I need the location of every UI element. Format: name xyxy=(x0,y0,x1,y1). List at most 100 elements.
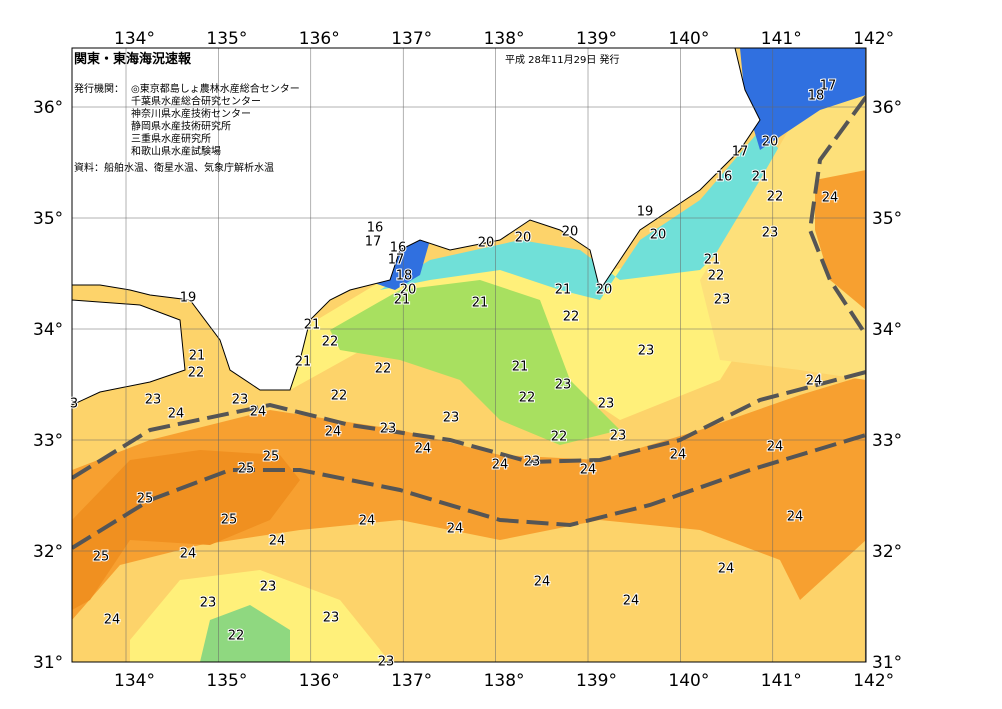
isotherm-label: 23 xyxy=(610,429,627,444)
isotherm-label: 24 xyxy=(534,575,551,590)
isotherm-label: 23 xyxy=(378,655,395,670)
isotherm-label: 24 xyxy=(492,458,509,473)
lat-label: 34° xyxy=(872,320,902,340)
cold-zone xyxy=(380,130,780,300)
current-axis xyxy=(72,95,866,550)
isotherm-label: 21 xyxy=(304,318,321,333)
isotherm-label: 22 xyxy=(767,190,784,205)
lat-label: 33° xyxy=(872,431,902,451)
lon-label: 136° xyxy=(299,29,340,49)
isotherm-label: 19 xyxy=(637,205,654,220)
isotherm-label: 19 xyxy=(180,291,197,306)
isotherm-label: 20 xyxy=(400,283,417,298)
lon-label: 139° xyxy=(576,29,617,49)
lat-label: 34° xyxy=(33,320,63,340)
lat-label: 32° xyxy=(33,542,63,562)
isotherm-label: 16 xyxy=(390,241,407,256)
isotherm-label: 23 xyxy=(443,411,460,426)
issuer: 和歌山県水産試験場 xyxy=(131,145,221,158)
isotherm-label: 23 xyxy=(260,580,277,595)
lon-label: 142° xyxy=(853,671,894,691)
isotherm-label: 24 xyxy=(670,448,687,463)
isotherm-label: 22 xyxy=(331,389,348,404)
lon-label: 142° xyxy=(853,29,894,49)
isotherm-label: 3 xyxy=(70,397,78,412)
lon-label: 138° xyxy=(484,29,525,49)
isotherm-label: 21 xyxy=(512,360,529,375)
grid xyxy=(72,48,866,662)
isotherm-label: 24 xyxy=(415,442,432,457)
title: 関東・東海海況速報 xyxy=(74,51,192,67)
lon-label: 141° xyxy=(761,29,802,49)
lon-label: 137° xyxy=(391,671,432,691)
isotherm-label: 17 xyxy=(388,253,405,268)
lon-label: 136° xyxy=(299,671,340,691)
isotherm-label: 24 xyxy=(718,562,735,577)
isotherm-label: 22 xyxy=(551,430,568,445)
isotherm-label: 22 xyxy=(188,366,205,381)
isotherm-label: 24 xyxy=(269,534,286,549)
isotherm-label: 24 xyxy=(822,191,839,206)
land xyxy=(72,299,186,406)
isotherm-label: 24 xyxy=(580,463,597,478)
isotherm-label: 21 xyxy=(472,296,489,311)
isotherm-label: 23 xyxy=(145,393,162,408)
lon-label: 141° xyxy=(761,671,802,691)
isotherm-label: 24 xyxy=(104,613,121,628)
warm-core xyxy=(72,450,300,610)
isotherm-label: 22 xyxy=(375,362,392,377)
lon-label: 134° xyxy=(114,29,155,49)
cool-zone xyxy=(700,90,866,380)
isotherm-label: 16 xyxy=(367,221,384,236)
isotherm-label: 22 xyxy=(519,391,536,406)
isotherm-label: 23 xyxy=(380,422,397,437)
labels: ◎東京都島しょ農林水産総合センター千葉県水産総合研究センター神奈川県水産技術セン… xyxy=(33,29,902,691)
isotherm-label: 22 xyxy=(228,629,245,644)
isotherm-label: 21 xyxy=(189,349,206,364)
isotherm-label: 20 xyxy=(478,236,495,251)
isotherm-label: 16 xyxy=(716,170,733,185)
isotherm-label: 18 xyxy=(808,89,825,104)
isotherm-label: 21 xyxy=(295,355,312,370)
isotherm-label: 23 xyxy=(323,611,340,626)
isotherm-label: 20 xyxy=(650,228,667,243)
isotherm-label: 21 xyxy=(704,253,721,268)
isotherm-label: 22 xyxy=(563,310,580,325)
cool-zone xyxy=(330,280,620,445)
isotherm-label: 23 xyxy=(232,393,249,408)
isotherm-label: 20 xyxy=(762,135,779,150)
lon-label: 137° xyxy=(391,29,432,49)
isotherm-label: 23 xyxy=(200,596,217,611)
lat-label: 36° xyxy=(33,98,63,118)
isotherm-label: 24 xyxy=(767,440,784,455)
issuer: ◎東京都島しょ農林水産総合センター xyxy=(131,82,300,95)
isotherm-label: 21 xyxy=(555,283,572,298)
isotherm-label: 24 xyxy=(447,522,464,537)
lat-label: 33° xyxy=(33,431,63,451)
lon-label: 140° xyxy=(668,29,709,49)
issuers-label: 発行機関： xyxy=(74,82,124,95)
isotherm-label: 25 xyxy=(93,550,110,565)
warm-zone xyxy=(72,375,866,620)
map-area xyxy=(72,48,866,662)
isotherm-label: 20 xyxy=(596,283,613,298)
map-frame xyxy=(71,47,867,663)
isotherm-label: 23 xyxy=(762,226,779,241)
lat-label: 36° xyxy=(872,98,902,118)
isotherm-label: 23 xyxy=(524,455,541,470)
isotherm-label: 23 xyxy=(598,397,615,412)
isotherm-label: 24 xyxy=(168,407,185,422)
isotherm-label: 23 xyxy=(714,293,731,308)
isotherm-label: 23 xyxy=(638,344,655,359)
isotherm-label: 25 xyxy=(137,492,154,507)
isotherm-label: 25 xyxy=(221,513,238,528)
isotherm-label: 20 xyxy=(562,225,579,240)
isotherm-label: 24 xyxy=(806,374,823,389)
lat-label: 35° xyxy=(872,209,902,229)
isotherm-label: 22 xyxy=(708,269,725,284)
lat-label: 31° xyxy=(33,653,63,673)
isotherm-label: 22 xyxy=(322,335,339,350)
lon-label: 135° xyxy=(206,29,247,49)
isotherm-label: 17 xyxy=(365,235,382,250)
